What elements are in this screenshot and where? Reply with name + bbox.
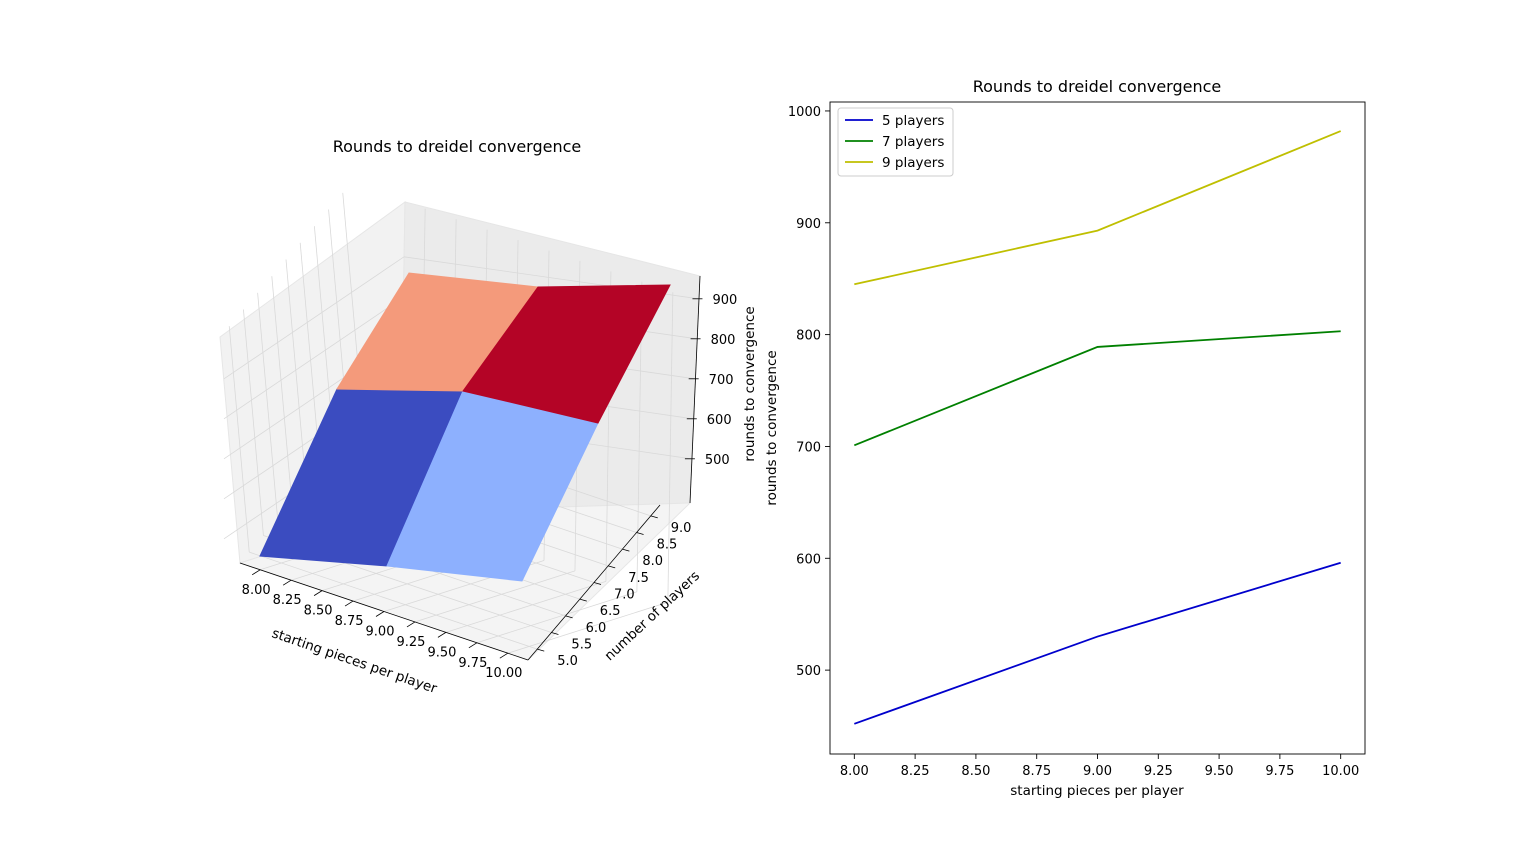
legend-label: 9 players: [882, 155, 944, 171]
x-tick-label: 9.75: [458, 656, 487, 671]
x-tick-mark: [406, 621, 416, 628]
wall-gridline: [223, 296, 405, 420]
x-tick-label: 9.00: [1083, 764, 1112, 779]
floor-gridline: [476, 591, 638, 644]
line-y-axis-label: rounds to convergence: [764, 350, 780, 505]
y-tick-label: 8.5: [657, 538, 678, 553]
series-line-3: [854, 130, 1342, 286]
floor-gridline: [507, 601, 668, 654]
y-tick-mark: [650, 515, 658, 519]
x-tick-label: 9.50: [1205, 764, 1234, 779]
y-axis-ticks: 5.0 5.56.0 6.57.0 7.5 8.08.5 9.0: [537, 515, 692, 669]
x-tick-label: 8.75: [1022, 764, 1051, 779]
y-tick-label: 600: [796, 552, 821, 567]
x-tick-mark: [499, 652, 509, 659]
x-tick-label: 8.00: [242, 583, 271, 598]
line-y-ticks: 500 600 700 800 900 1000: [788, 105, 830, 679]
x-tick-label: 9.00: [366, 625, 395, 640]
wall-gridline: [243, 309, 264, 536]
x-tick-mark: [282, 579, 292, 586]
legend-label: 7 players: [882, 134, 944, 150]
x-tick-mark: [344, 600, 354, 607]
y-tick-label: 7.5: [628, 571, 649, 586]
wall-gridline: [299, 242, 321, 469]
surface-chart-title: Rounds to dreidel convergence: [333, 137, 582, 156]
wall-gridline: [223, 256, 405, 380]
z-tick-label: 900: [712, 293, 737, 308]
y-tick-mark: [579, 598, 587, 602]
y-tick-mark: [565, 615, 573, 619]
z-tick-label: 700: [709, 373, 734, 388]
y-tick-label: 500: [796, 664, 821, 679]
y-tick-mark: [608, 565, 616, 569]
floor-gridline: [414, 570, 576, 623]
legend-box: [837, 107, 954, 177]
x-tick-label: 8.50: [961, 764, 990, 779]
x-tick-label: 8.25: [901, 764, 930, 779]
series-line-2: [853, 330, 1341, 447]
z-tick-label: 500: [705, 453, 730, 468]
wall-gridline: [271, 276, 293, 503]
y-tick-label: 8.0: [642, 554, 663, 569]
surface-patch-high-high: [462, 284, 671, 424]
y-tick-mark: [636, 532, 644, 535]
wall-gridline: [667, 292, 674, 603]
plot-area: [829, 101, 1366, 755]
x-tick-label: 10.00: [1322, 764, 1359, 779]
y-tick-mark: [622, 548, 630, 552]
y-tick-label: 5.5: [571, 637, 592, 652]
y-tick-label: 800: [796, 329, 821, 344]
y-tick-mark: [537, 648, 545, 652]
legend: 5 players 7 players 9 players: [837, 107, 954, 177]
x-tick-mark: [437, 632, 447, 638]
y-tick-label: 6.5: [600, 604, 621, 619]
y-tick-label: 700: [796, 440, 821, 455]
series-line-1: [854, 561, 1341, 725]
x-tick-label: 8.00: [840, 764, 869, 779]
z-axis-line: [689, 275, 701, 504]
x-tick-label: 9.75: [1265, 764, 1294, 779]
line-x-axis-label: starting pieces per player: [1010, 783, 1184, 799]
z-axis-label: rounds to convergence: [742, 306, 758, 461]
y-tick-label: 1000: [788, 105, 821, 120]
x-tick-label: 8.25: [273, 593, 302, 608]
y-tick-mark: [593, 582, 602, 585]
z-tick-label: 600: [707, 413, 732, 428]
line-chart-title: Rounds to dreidel convergence: [973, 77, 1222, 96]
x-tick-label: 8.50: [304, 604, 333, 619]
y-tick-label: 9.0: [671, 521, 692, 536]
z-tick-label: 800: [711, 333, 736, 348]
x-tick-label: 9.25: [1144, 764, 1173, 779]
legend-items: 5 players 7 players 9 players: [845, 113, 944, 171]
x-tick-label: 9.25: [396, 635, 425, 650]
wall-gridline: [228, 326, 250, 553]
wall-gridline: [285, 259, 307, 486]
legend-label: 5 players: [882, 113, 944, 129]
z-axis-ticks: 500 600 700 800 900: [684, 293, 737, 468]
x-tick-mark: [251, 569, 261, 576]
x-tick-mark: [468, 642, 478, 649]
y-tick-mark: [551, 632, 559, 635]
line-chart: Rounds to dreidel convergence 8.00 8.25 8.…: [764, 77, 1366, 799]
y-tick-label: 900: [796, 217, 821, 232]
surface-chart: Rounds to dreidel convergence 8.008.258.…: [219, 137, 758, 697]
line-x-ticks: 8.00 8.25 8.50 8.75 9.00 9.25 9.50 9.75 10.00: [840, 754, 1359, 779]
x-tick-mark: [313, 590, 323, 596]
x-tick-label: 8.75: [335, 614, 364, 629]
y-tick-label: 7.0: [614, 588, 635, 603]
floor-gridline: [445, 580, 607, 633]
line-series: [853, 130, 1342, 725]
x-tick-label: 9.50: [427, 645, 456, 660]
x-tick-label: 10.00: [485, 666, 522, 681]
y-tick-label: 6.0: [586, 621, 607, 636]
x-tick-mark: [375, 611, 385, 617]
wall-gridline: [257, 292, 279, 519]
floor-gridline: [249, 551, 538, 650]
y-tick-label: 5.0: [557, 654, 578, 669]
